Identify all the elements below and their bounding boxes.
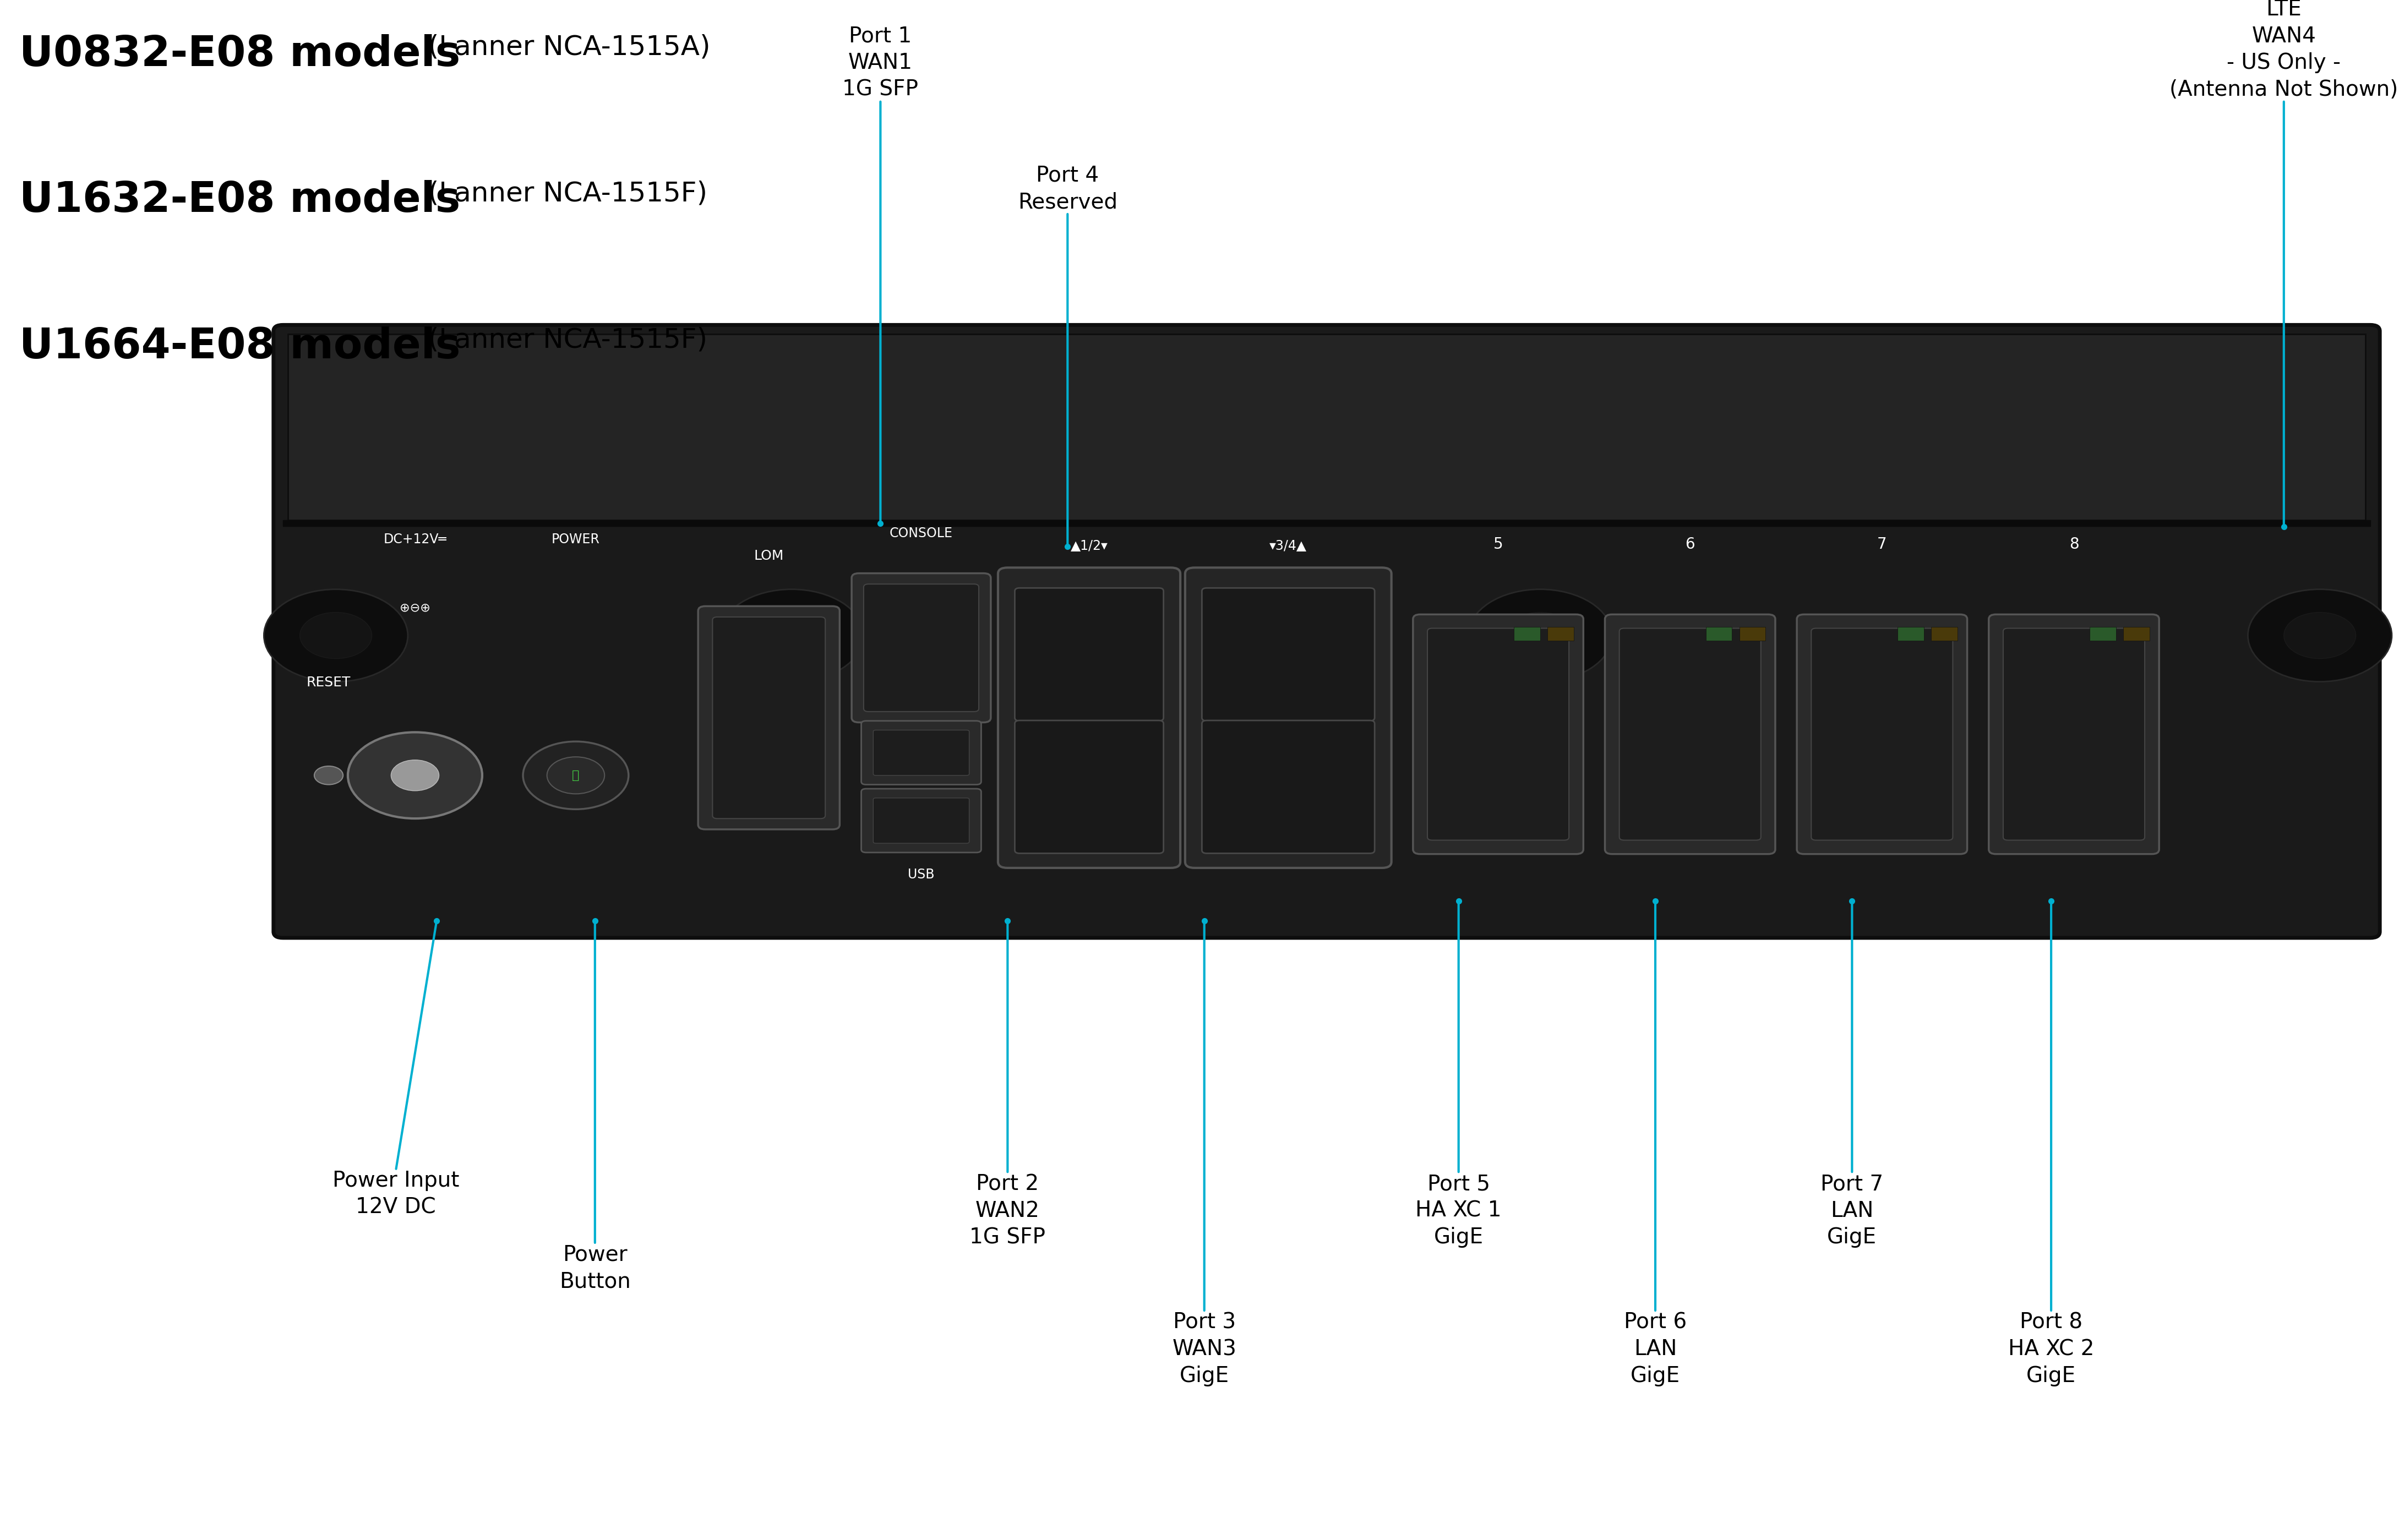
Bar	[1706, 627, 1732, 641]
Circle shape	[300, 613, 372, 659]
Text: 8: 8	[2068, 537, 2080, 553]
FancyBboxPatch shape	[2003, 628, 2145, 841]
Circle shape	[2248, 590, 2392, 682]
FancyBboxPatch shape	[1202, 588, 1375, 721]
Circle shape	[547, 756, 605, 793]
Text: U1632-E08 models: U1632-E08 models	[19, 180, 461, 220]
FancyBboxPatch shape	[864, 584, 979, 711]
Circle shape	[314, 765, 343, 784]
Text: RESET: RESET	[307, 676, 350, 688]
FancyBboxPatch shape	[1427, 628, 1569, 841]
FancyBboxPatch shape	[713, 618, 825, 819]
Text: POWER: POWER	[552, 533, 600, 545]
Text: U0832-E08 models: U0832-E08 models	[19, 34, 461, 74]
Circle shape	[523, 741, 629, 809]
Text: Port 7
LAN
GigE: Port 7 LAN GigE	[1821, 1173, 1883, 1247]
FancyBboxPatch shape	[1989, 614, 2159, 855]
FancyBboxPatch shape	[1015, 588, 1164, 721]
Bar	[1547, 627, 1574, 641]
Bar	[2090, 627, 2116, 641]
FancyBboxPatch shape	[861, 788, 981, 853]
Circle shape	[2284, 613, 2356, 659]
Text: Port 4
Reserved: Port 4 Reserved	[1017, 165, 1118, 213]
Text: ⊕⊖⊕: ⊕⊖⊕	[401, 602, 429, 613]
Text: Power Input
12V DC: Power Input 12V DC	[333, 1170, 458, 1218]
Text: (Lanner NCA-1515F): (Lanner NCA-1515F)	[420, 326, 708, 353]
FancyBboxPatch shape	[873, 730, 969, 775]
Text: 6: 6	[1684, 537, 1696, 553]
FancyBboxPatch shape	[1015, 721, 1164, 853]
Text: USB: USB	[907, 869, 936, 881]
FancyBboxPatch shape	[852, 573, 991, 722]
Circle shape	[348, 732, 482, 818]
FancyBboxPatch shape	[1797, 614, 1967, 855]
FancyBboxPatch shape	[1413, 614, 1583, 855]
FancyBboxPatch shape	[1619, 628, 1761, 841]
Text: U1664-E08 models: U1664-E08 models	[19, 326, 461, 367]
Text: 7: 7	[1876, 537, 1888, 553]
Text: Power
Button: Power Button	[559, 1244, 631, 1292]
Text: LTE
WAN4
- US Only -
(Antenna Not Shown): LTE WAN4 - US Only - (Antenna Not Shown)	[2169, 0, 2399, 100]
Circle shape	[756, 613, 828, 659]
Circle shape	[391, 759, 439, 790]
Text: ▾3/4▲: ▾3/4▲	[1269, 539, 1307, 551]
FancyBboxPatch shape	[1605, 614, 1775, 855]
Bar	[1514, 627, 1540, 641]
Text: Port 6
LAN
GigE: Port 6 LAN GigE	[1624, 1312, 1686, 1386]
FancyBboxPatch shape	[998, 568, 1180, 869]
FancyBboxPatch shape	[873, 798, 969, 844]
Bar	[288, 334, 2365, 521]
Bar	[1898, 627, 1924, 641]
FancyBboxPatch shape	[1811, 628, 1953, 841]
Text: Port 5
HA XC 1
GigE: Port 5 HA XC 1 GigE	[1415, 1173, 1502, 1247]
Text: Port 3
WAN3
GigE: Port 3 WAN3 GigE	[1173, 1312, 1235, 1386]
Circle shape	[1468, 590, 1612, 682]
Text: ⏻: ⏻	[571, 770, 581, 781]
Circle shape	[1504, 613, 1576, 659]
Text: Port 8
HA XC 2
GigE: Port 8 HA XC 2 GigE	[2008, 1312, 2094, 1386]
Text: DC+12V═: DC+12V═	[384, 533, 446, 545]
Bar	[2123, 627, 2150, 641]
Circle shape	[264, 590, 408, 682]
Text: (Lanner NCA-1515F): (Lanner NCA-1515F)	[420, 180, 708, 206]
Bar	[1739, 627, 1766, 641]
Text: ▲1/2▾: ▲1/2▾	[1070, 539, 1108, 551]
Text: (Lanner NCA-1515A): (Lanner NCA-1515A)	[420, 34, 710, 60]
Text: CONSOLE: CONSOLE	[890, 527, 952, 539]
FancyBboxPatch shape	[273, 325, 2380, 938]
Bar	[1931, 627, 1958, 641]
Circle shape	[720, 590, 864, 682]
FancyBboxPatch shape	[1185, 568, 1391, 869]
Text: 5: 5	[1492, 537, 1504, 553]
FancyBboxPatch shape	[861, 721, 981, 784]
FancyBboxPatch shape	[1202, 721, 1375, 853]
FancyBboxPatch shape	[698, 607, 840, 830]
Text: Port 1
WAN1
1G SFP: Port 1 WAN1 1G SFP	[842, 26, 919, 100]
Text: Port 2
WAN2
1G SFP: Port 2 WAN2 1G SFP	[969, 1173, 1046, 1247]
Text: LOM: LOM	[753, 550, 784, 562]
